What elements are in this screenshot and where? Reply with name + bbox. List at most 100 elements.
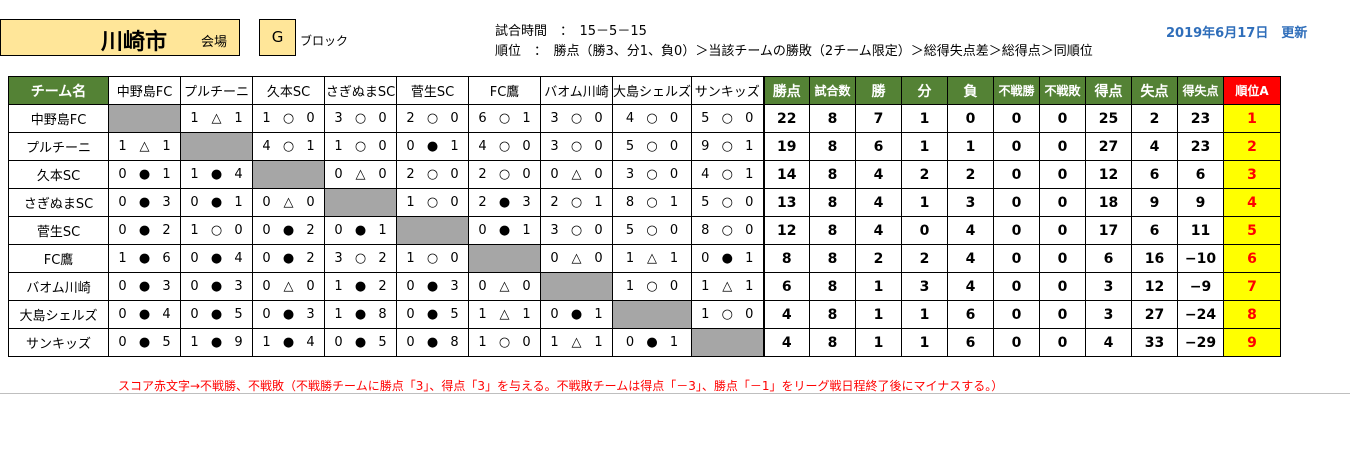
match-result-cell: 1 ● 2	[324, 272, 397, 301]
divider	[0, 393, 1350, 394]
stat-cell: 0	[993, 244, 1041, 273]
score: 0	[190, 195, 199, 210]
score: 0	[669, 111, 679, 126]
match-result-cell: 5 ○ 0	[691, 188, 765, 217]
score: 3	[334, 111, 343, 126]
result-symbol: ●	[426, 139, 439, 154]
result-symbol: ●	[282, 251, 295, 266]
result-symbol: ○	[646, 139, 658, 154]
result-symbol: ●	[721, 251, 733, 266]
score: 5	[701, 111, 710, 126]
match-result-cell: 0 ● 1	[540, 300, 613, 329]
result-symbol: ●	[282, 335, 295, 350]
result-symbol: ○	[646, 167, 658, 182]
result-symbol: ●	[138, 335, 151, 350]
score: 6	[478, 111, 487, 126]
score: 1	[522, 307, 531, 322]
table-row: サンキッズ 0 ● 5 1 ● 9 1 ● 4 0 ● 5 0 ● 8 1 ○ 0 1 △ 1 0 ● 1 4 8 1 1 6 0 0 4 33−…	[8, 328, 1282, 357]
result-symbol: ●	[138, 167, 151, 182]
score: 1	[334, 307, 343, 322]
match-result-cell: 1 ○ 0	[691, 300, 765, 329]
match-result-cell: 0 ● 5	[180, 300, 253, 329]
stat-cell: 0	[993, 132, 1041, 161]
stat-cell: 19	[762, 132, 811, 161]
score: 6	[162, 251, 171, 266]
score: 1	[701, 307, 710, 322]
stat-cell: 0	[1039, 244, 1087, 273]
match-result-cell: 0 ● 4	[180, 244, 253, 273]
updated-date: 2019年6月17日 更新	[1166, 26, 1308, 41]
match-result-cell: 0 ● 3	[180, 272, 253, 301]
score: 0	[234, 223, 243, 238]
stat-cell: 0	[1039, 300, 1087, 329]
result-symbol: ○	[721, 111, 733, 126]
match-result-cell: 2 ○ 0	[468, 160, 541, 189]
match-result-cell: 1 △ 1	[611, 244, 693, 273]
stat-header: 勝点	[762, 76, 811, 105]
result-symbol: ●	[282, 223, 295, 238]
table-row: FC鷹 1 ● 6 0 ● 4 0 ● 2 3 ○ 2 1 ○ 0 0 △ 0 1 △ 1 0 ● 1 8 8 2 2 4 0 0 6 16 −10…	[8, 244, 1282, 273]
stat-cell: 1	[855, 300, 903, 329]
score: 2	[378, 251, 387, 266]
stat-header: 負	[947, 76, 995, 105]
stat-cell: 4	[1131, 132, 1179, 161]
team-name: バオム川崎	[8, 272, 109, 301]
result-symbol: ○	[721, 307, 733, 322]
match-result-cell: 0 ● 5	[324, 328, 397, 357]
score: 1	[625, 279, 635, 294]
stat-header: 不戦敗	[1039, 76, 1087, 105]
score: 0	[190, 279, 199, 294]
result-symbol: ○	[721, 167, 733, 182]
stat-cell: −9	[1177, 272, 1225, 301]
match-result-cell: 0 ● 3	[396, 272, 469, 301]
stat-cell: 1	[901, 104, 949, 133]
match-result-cell: 1 ● 6	[108, 244, 181, 273]
rank-cell: 8	[1223, 300, 1282, 329]
score: 4	[162, 307, 171, 322]
table-row: 中野島FC 1 △ 1 1 ○ 0 3 ○ 0 2 ○ 0 6 ○ 1 3 ○ 0 4 ○ 0 5 ○ 0 22 8 7 1 0 0 0 25 2…	[8, 104, 1282, 133]
stat-cell: 0	[993, 300, 1041, 329]
score: 0	[118, 223, 127, 238]
team-name: さぎぬまSC	[8, 188, 109, 217]
score: 3	[550, 223, 559, 238]
stat-cell: 0	[1039, 188, 1087, 217]
score: 0	[406, 139, 415, 154]
score: 1	[306, 139, 315, 154]
score: 0	[522, 139, 531, 154]
stat-cell: 0	[993, 272, 1041, 301]
score: 1	[118, 251, 127, 266]
team-name: FC鷹	[8, 244, 109, 273]
stat-header: 得点	[1085, 76, 1133, 105]
score: 4	[478, 139, 487, 154]
score: 1	[701, 279, 710, 294]
score: 3	[450, 279, 459, 294]
result-symbol: ●	[426, 279, 439, 294]
rank-cell: 5	[1223, 216, 1282, 245]
score: 0	[450, 251, 459, 266]
match-result-cell: 0 △ 0	[540, 244, 613, 273]
score: 3	[306, 307, 315, 322]
match-result-cell: 0 ● 3	[108, 272, 181, 301]
match-result-cell: 0 ● 5	[396, 300, 469, 329]
result-symbol: ○	[282, 139, 295, 154]
score: 5	[701, 195, 710, 210]
stat-header: 不戦勝	[993, 76, 1041, 105]
result-symbol: ●	[138, 195, 151, 210]
score: 1	[625, 251, 635, 266]
score: 1	[234, 195, 243, 210]
self-match-cell	[468, 244, 541, 273]
result-symbol: ●	[354, 279, 367, 294]
result-symbol: ○	[426, 195, 439, 210]
match-result-cell: 0 ● 1	[180, 188, 253, 217]
match-result-cell: 1 ○ 0	[324, 132, 397, 161]
match-result-cell: 2 ○ 0	[396, 160, 469, 189]
rank-cell: 3	[1223, 160, 1282, 189]
stat-cell: 6	[947, 300, 995, 329]
table-row: 大島シェルズ 0 ● 4 0 ● 5 0 ● 3 1 ● 8 0 ● 5 1 △ 1 0 ● 1 1 ○ 0 4 8 1 1 6 0 0 3 27…	[8, 300, 1282, 329]
stat-cell: 7	[855, 104, 903, 133]
score: 0	[669, 139, 679, 154]
stat-cell: 0	[993, 104, 1041, 133]
match-result-cell: 0 △ 0	[252, 272, 325, 301]
stat-cell: −24	[1177, 300, 1225, 329]
self-match-cell	[324, 188, 397, 217]
